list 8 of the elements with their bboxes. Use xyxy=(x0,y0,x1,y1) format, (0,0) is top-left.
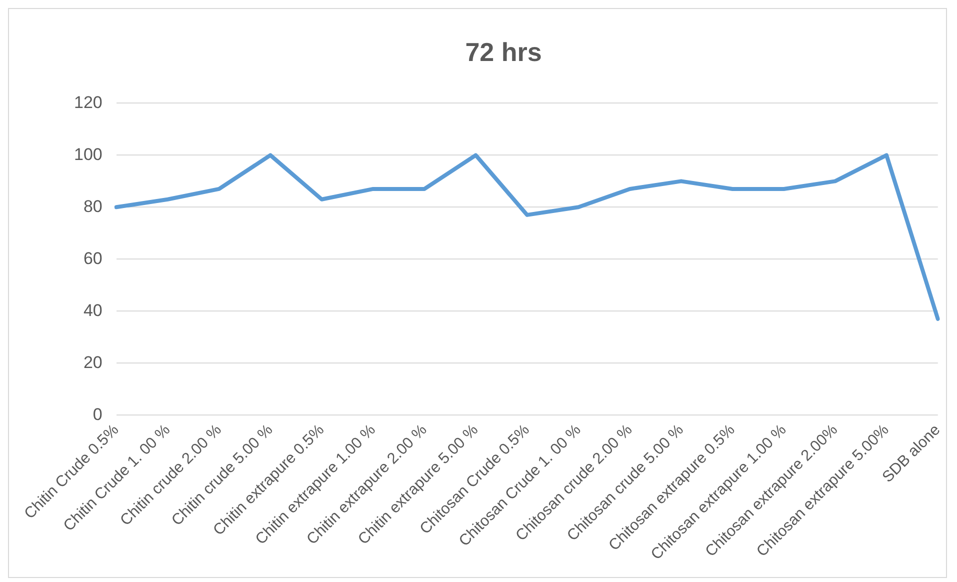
y-tick-label: 100 xyxy=(74,144,102,164)
y-tick-label: 80 xyxy=(83,196,102,216)
y-tick-label: 0 xyxy=(92,404,102,424)
chart-title: 72 hrs xyxy=(465,36,542,67)
y-tick-label: 20 xyxy=(83,352,102,372)
y-tick-label: 40 xyxy=(83,300,102,320)
y-tick-label: 120 xyxy=(74,92,102,112)
y-tick-label: 60 xyxy=(83,248,102,268)
